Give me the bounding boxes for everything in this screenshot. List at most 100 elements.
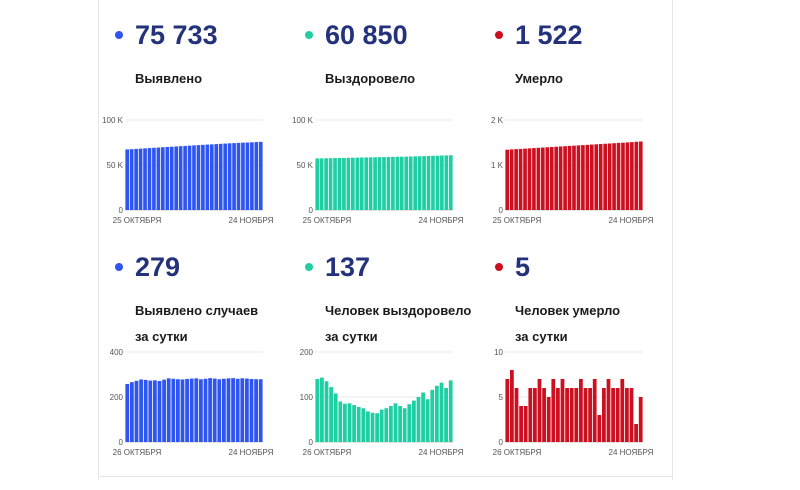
bar — [364, 157, 369, 210]
stat-value: 137 — [325, 252, 371, 282]
bar — [581, 145, 585, 210]
legend-dot-icon — [495, 31, 503, 39]
bar — [226, 378, 231, 442]
stat-value: 5 — [515, 252, 531, 282]
bar — [519, 406, 523, 442]
stat-row: 279 — [115, 250, 305, 290]
bar — [359, 157, 364, 210]
y-tick-label: 200 — [110, 393, 124, 402]
bar — [407, 404, 412, 442]
bar — [615, 388, 620, 442]
bar — [426, 155, 431, 210]
bar — [143, 148, 147, 210]
bar — [315, 379, 320, 442]
stat-value: 75 733 — [135, 20, 218, 50]
bar — [125, 383, 130, 442]
bar — [134, 148, 138, 210]
bar — [250, 142, 254, 210]
bar — [328, 158, 333, 210]
bar — [178, 146, 183, 210]
bar — [194, 378, 199, 442]
bar — [509, 149, 514, 210]
bar — [254, 379, 258, 442]
y-tick-label: 2 K — [491, 116, 504, 125]
bar — [556, 388, 560, 442]
bar — [249, 379, 254, 442]
y-tick-label: 50 K — [297, 161, 314, 170]
bar — [629, 388, 634, 442]
stat-label: Выздоровело — [325, 66, 415, 92]
bar — [187, 145, 192, 210]
bar — [241, 142, 245, 210]
bar — [192, 145, 196, 210]
bar — [625, 388, 629, 442]
y-tick-label: 5 — [499, 393, 504, 402]
bar — [205, 144, 210, 210]
stat-value: 1 522 — [515, 20, 583, 50]
bar — [597, 415, 602, 442]
bar — [227, 143, 232, 210]
x-tick-label: 25 ОКТЯБРЯ — [113, 216, 162, 225]
bar — [545, 147, 550, 210]
bar — [510, 370, 514, 442]
bar-chart: 0 50 K 100 K 25 ОКТЯБРЯ 24 НОЯБРЯ — [102, 116, 274, 225]
bar — [565, 388, 569, 442]
y-tick-label: 0 — [309, 206, 314, 215]
bar — [373, 157, 377, 210]
x-tick-label: 26 ОКТЯБРЯ — [493, 448, 542, 457]
bar — [148, 380, 153, 442]
bar — [389, 406, 393, 442]
bar — [217, 379, 222, 442]
bar — [368, 157, 373, 210]
legend-dot-icon — [115, 31, 123, 39]
bar — [174, 146, 179, 210]
stat-label-line: Умерло — [515, 71, 563, 86]
bar — [638, 397, 643, 442]
stat-label: Человек умерло за сутки — [515, 298, 620, 350]
bar — [130, 382, 134, 442]
bar — [134, 380, 139, 442]
bar — [338, 401, 343, 442]
bar — [444, 155, 449, 210]
x-tick-label: 26 ОКТЯБРЯ — [303, 448, 352, 457]
bar — [542, 388, 546, 442]
bar — [258, 379, 263, 442]
bar — [356, 406, 361, 442]
bar — [421, 392, 425, 442]
panel-total-deaths: 1 522 Умерло 0 1 K 2 K 25 ОКТЯБРЯ 24 НОЯБРЯ — [491, 18, 685, 258]
stat-row: 60 850 — [305, 18, 495, 58]
bar — [551, 379, 556, 442]
stat-label: Выявлено случаев за сутки — [135, 298, 258, 350]
bar — [523, 148, 527, 210]
bar — [505, 379, 510, 442]
bar — [413, 156, 417, 210]
bar — [514, 149, 518, 210]
panel-daily-recovered: 137 Человек выздоровело за сутки 0 100 200 26 … — [300, 250, 495, 490]
panel-daily-cases: 279 Выявлено случаев за сутки 0 200 400 26 ОКТ… — [110, 250, 305, 490]
bar — [129, 149, 134, 210]
bar — [579, 379, 583, 442]
bar — [634, 141, 639, 210]
bar — [616, 142, 621, 210]
bar — [603, 143, 607, 210]
bar — [404, 156, 409, 210]
bar — [572, 145, 576, 210]
y-tick-label: 0 — [499, 438, 504, 447]
bar — [598, 144, 603, 210]
bar — [621, 142, 625, 210]
bar — [533, 388, 537, 442]
bar — [169, 146, 174, 210]
bar — [536, 147, 541, 210]
x-tick-label: 24 НОЯБРЯ — [609, 216, 654, 225]
bar-chart: 0 5 10 26 ОКТЯБРЯ 24 НОЯБРЯ — [493, 348, 654, 457]
bar — [592, 379, 597, 442]
y-tick-label: 1 K — [491, 161, 504, 170]
bar — [435, 155, 440, 210]
bar — [606, 379, 611, 442]
bar — [408, 156, 413, 210]
bar — [209, 144, 214, 210]
legend-dot-icon — [305, 263, 313, 271]
panel-total-cases: 75 733 Выявлено 0 50 K 100 K 25 ОКТЯБРЯ 24 НОЯ… — [102, 18, 305, 258]
panel-total-recovered: 60 850 Выздоровело 0 50 K 100 K 25 ОКТЯБРЯ 24 … — [292, 18, 495, 258]
bar — [333, 158, 337, 210]
